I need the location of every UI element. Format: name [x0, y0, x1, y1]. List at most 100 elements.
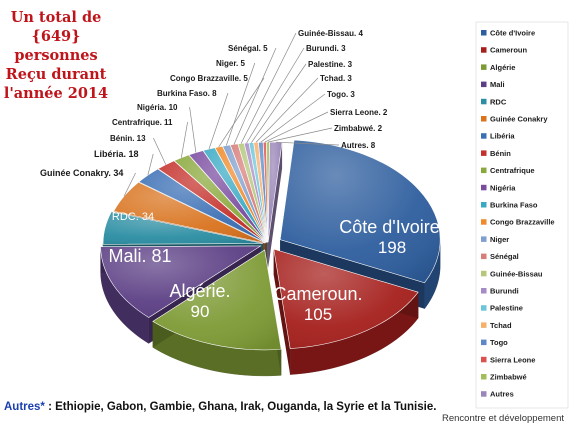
data-label-10: Burkina Faso. 8	[157, 89, 217, 98]
leader-line-13	[233, 47, 277, 145]
legend-swatch-4	[481, 98, 487, 105]
legend-label-12: Niger	[490, 235, 509, 244]
slice-shine-17	[253, 142, 268, 243]
data-label-9: Nigéria. 10	[137, 103, 178, 112]
data-label-2-name: Algérie.	[169, 281, 230, 301]
data-label-1-name: Cameroun.	[273, 284, 362, 304]
legend-label-10: Burkina Faso	[490, 201, 538, 210]
chart-title: Un total de {649} personnes Reçu durant l'an…	[4, 9, 108, 102]
data-label-7: Bénin. 13	[110, 134, 146, 143]
legend-label-17: Tchad	[490, 321, 512, 330]
slice-shine-11	[215, 146, 268, 243]
legend-label-21: Autres	[490, 390, 514, 399]
data-label-18: Togo. 3	[327, 90, 355, 99]
legend-swatch-19	[481, 356, 487, 363]
slice-shine-0	[280, 140, 441, 283]
footnote-key: Autres*	[4, 401, 45, 413]
data-label-12: Niger. 5	[216, 59, 245, 68]
legend-frame	[475, 21, 569, 409]
legend-swatch-12	[481, 236, 487, 242]
slice-shine-20	[266, 142, 270, 243]
data-label-0-name: Côte d'Ivoire.	[339, 217, 445, 237]
data-label-4: RDC. 34	[112, 211, 154, 223]
legend-swatch-15	[481, 288, 487, 294]
data-label-20: Zimbabwé. 2	[334, 124, 383, 133]
legend-swatch-21	[481, 391, 487, 397]
legend-swatch-13	[481, 253, 487, 260]
legend-swatch-3	[481, 81, 487, 88]
data-label-11: Congo Brazzaville. 5	[170, 74, 248, 83]
leader-line-11	[218, 77, 265, 148]
slice-shine-4	[103, 211, 264, 245]
legend-label-13: Sénégal	[490, 252, 519, 261]
slice-shine-1	[273, 249, 419, 349]
slice-shine-15	[244, 142, 268, 243]
data-label-6: Libéria. 18	[94, 149, 139, 159]
leader-line-12	[225, 62, 256, 146]
legend-label-7: Bénin	[490, 149, 511, 158]
legend-label-11: Congo Brazzaville	[490, 218, 555, 227]
title-line-1: {649}	[32, 28, 81, 45]
legend-swatch-5	[481, 116, 487, 122]
leader-line-21	[275, 141, 340, 146]
leader-line-8	[180, 121, 188, 158]
legend-label-3: Mali	[490, 80, 505, 89]
leader-line-15	[246, 47, 305, 144]
slice-shine-6	[138, 168, 266, 243]
slice-shine-5	[113, 182, 266, 244]
data-label-5: Guinée Conakry. 34	[40, 168, 123, 178]
slice-shine-7	[158, 160, 267, 243]
leader-line-18	[260, 93, 326, 143]
leader-line-17	[255, 77, 319, 143]
slice-wall-1-1	[273, 249, 291, 375]
legend-swatch-1	[481, 47, 487, 53]
slice-shine-19	[263, 142, 268, 243]
title-line-0: Un total de	[11, 9, 102, 26]
data-label-1-value: 105	[304, 305, 332, 324]
data-label-16: Palestine. 3	[308, 60, 353, 69]
title-line-4: l'année 2014	[4, 85, 108, 102]
legend-swatch-11	[481, 219, 487, 225]
slice-shine-8	[174, 154, 267, 243]
legend-swatch-10	[481, 202, 487, 208]
legend-swatch-17	[481, 322, 487, 328]
data-label-2-value: 90	[191, 302, 210, 321]
leader-line-6	[147, 153, 154, 176]
legend-label-1: Cameroun	[490, 46, 528, 55]
slice-shine-16	[248, 142, 268, 243]
legend-label-9: Nigéria	[490, 183, 516, 192]
legend-swatch-0	[481, 30, 487, 36]
legend-label-16: Palestine	[490, 304, 523, 313]
legend-swatch-8	[481, 167, 487, 174]
legend-label-6: Libéria	[490, 132, 515, 141]
data-label-13: Sénégal. 5	[228, 44, 268, 53]
slice-shine-2	[152, 249, 282, 350]
legend-swatch-16	[481, 305, 487, 311]
legend-label-2: Algérie	[490, 63, 515, 72]
legend-label-18: Togo	[490, 338, 508, 347]
slice-wall-21-1	[268, 142, 283, 269]
legend-swatch-9	[481, 184, 487, 191]
leader-line-5	[123, 172, 136, 197]
leader-line-14	[240, 32, 297, 144]
title-line-3: Reçu durant	[6, 66, 107, 83]
legend: Côte d'Ivoire Cameroun Algérie Mali RDC Guiné…	[475, 21, 569, 409]
footnote: Autres* : Ethiopie, Gabon, Gambie, Ghana…	[4, 401, 436, 413]
slice-shine-9	[188, 150, 267, 243]
data-label-14: Guinée-Bissau. 4	[298, 29, 363, 38]
title-line-2: personnes	[14, 47, 97, 64]
slice-shine-12	[222, 144, 268, 243]
legend-swatch-18	[481, 339, 487, 346]
legend-label-15: Burundi	[490, 287, 519, 296]
legend-label-5: Guinée Conakry	[490, 115, 548, 124]
data-label-17: Tchad. 3	[320, 74, 352, 83]
legend-swatch-14	[481, 270, 487, 277]
data-label-21: Autres. 8	[341, 141, 376, 150]
pie-labels: Côte d'Ivoire.198 Cameroun.105 Algérie.90 M…	[40, 29, 445, 324]
leader-line-19	[264, 111, 329, 143]
data-label-15: Burundi. 3	[306, 44, 346, 53]
slice-shine-14	[238, 143, 268, 243]
data-label-0-value: 198	[378, 238, 406, 257]
leader-line-10	[208, 92, 229, 150]
